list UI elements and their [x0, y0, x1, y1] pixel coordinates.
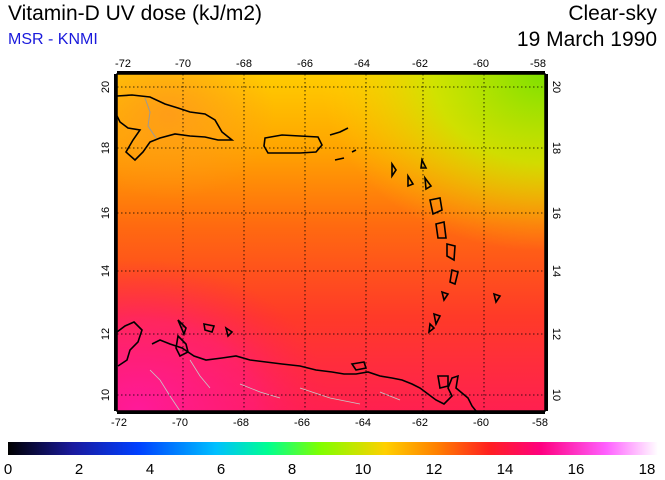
dose-field: [117, 74, 545, 411]
source-label: MSR - KNMI: [8, 31, 98, 48]
venezuela-coast: [117, 321, 477, 411]
lon-tick-top: -64: [354, 58, 370, 70]
lat-tick-left: 18: [100, 142, 112, 154]
hispaniola-coast: [117, 94, 235, 162]
coastlines: [117, 94, 502, 411]
lon-tick-top: -58: [530, 58, 546, 70]
virgin-islands: [329, 127, 357, 161]
lat-tick-left: 14: [100, 265, 112, 277]
lat-tick-right: 14: [550, 265, 562, 277]
lat-ticks-left: 10 12 14 16 18 20: [100, 81, 112, 401]
date-label: 19 March 1990: [516, 28, 657, 51]
lon-tick-top: -60: [473, 58, 489, 70]
lat-tick-left: 12: [100, 328, 112, 340]
lon-tick-top: -62: [412, 58, 428, 70]
lon-tick-top: -66: [297, 58, 313, 70]
haiti-inner-border: [144, 97, 157, 139]
colorbar-tick: 0: [4, 461, 12, 478]
lon-tick-bottom: -70: [172, 417, 188, 429]
colorbar-tick: 18: [639, 461, 656, 478]
lat-tick-right: 20: [550, 81, 562, 93]
colorbar-tick: 12: [426, 461, 443, 478]
colorbar-ticks: 0 2 4 6 8 10 12 14 16 18: [4, 461, 656, 478]
lon-tick-bottom: -64: [355, 417, 371, 429]
colorbar-tick: 6: [217, 461, 225, 478]
margarita-trinidad: [350, 361, 449, 389]
graticule: [117, 74, 545, 411]
lon-tick-bottom: -58: [532, 417, 548, 429]
lon-tick-top: -70: [175, 58, 191, 70]
lon-tick-bottom: -60: [473, 417, 489, 429]
colorbar-tick: 4: [146, 461, 154, 478]
lat-tick-left: 10: [100, 389, 112, 401]
paraguana: [175, 334, 189, 358]
colorbar-tick: 14: [497, 461, 514, 478]
colorbar-tick: 2: [75, 461, 83, 478]
lat-tick-left: 16: [100, 207, 112, 219]
lat-tick-left: 20: [100, 81, 112, 93]
lon-tick-bottom: -66: [294, 417, 310, 429]
colorbar-tick: 8: [288, 461, 296, 478]
lon-tick-bottom: -62: [412, 417, 428, 429]
lon-tick-bottom: -68: [233, 417, 249, 429]
frame-ticks: [114, 71, 548, 414]
lat-ticks-right: 10 12 14 16 18 20: [550, 81, 562, 401]
country-borders: [149, 359, 401, 411]
lat-tick-right: 16: [550, 207, 562, 219]
lon-tick-top: -68: [236, 58, 252, 70]
lat-tick-right: 10: [550, 389, 562, 401]
lesser-antilles: [391, 157, 502, 334]
puerto-rico-coast: [263, 134, 323, 154]
colorbar-tick: 10: [355, 461, 372, 478]
lon-ticks-top: -72 -70 -68 -66 -64 -62 -60 -58: [115, 58, 546, 70]
lat-tick-right: 12: [550, 328, 562, 340]
sky-condition-label: Clear-sky: [568, 2, 657, 25]
colorbar: [8, 442, 658, 455]
map-title: Vitamin-D UV dose (kJ/m2): [8, 2, 263, 25]
lat-tick-right: 18: [550, 142, 562, 154]
lon-ticks-bottom: -72 -70 -68 -66 -64 -62 -60 -58: [111, 417, 548, 429]
lon-tick-top: -72: [115, 58, 131, 70]
colorbar-tick: 16: [568, 461, 585, 478]
lon-tick-bottom: -72: [111, 417, 127, 429]
